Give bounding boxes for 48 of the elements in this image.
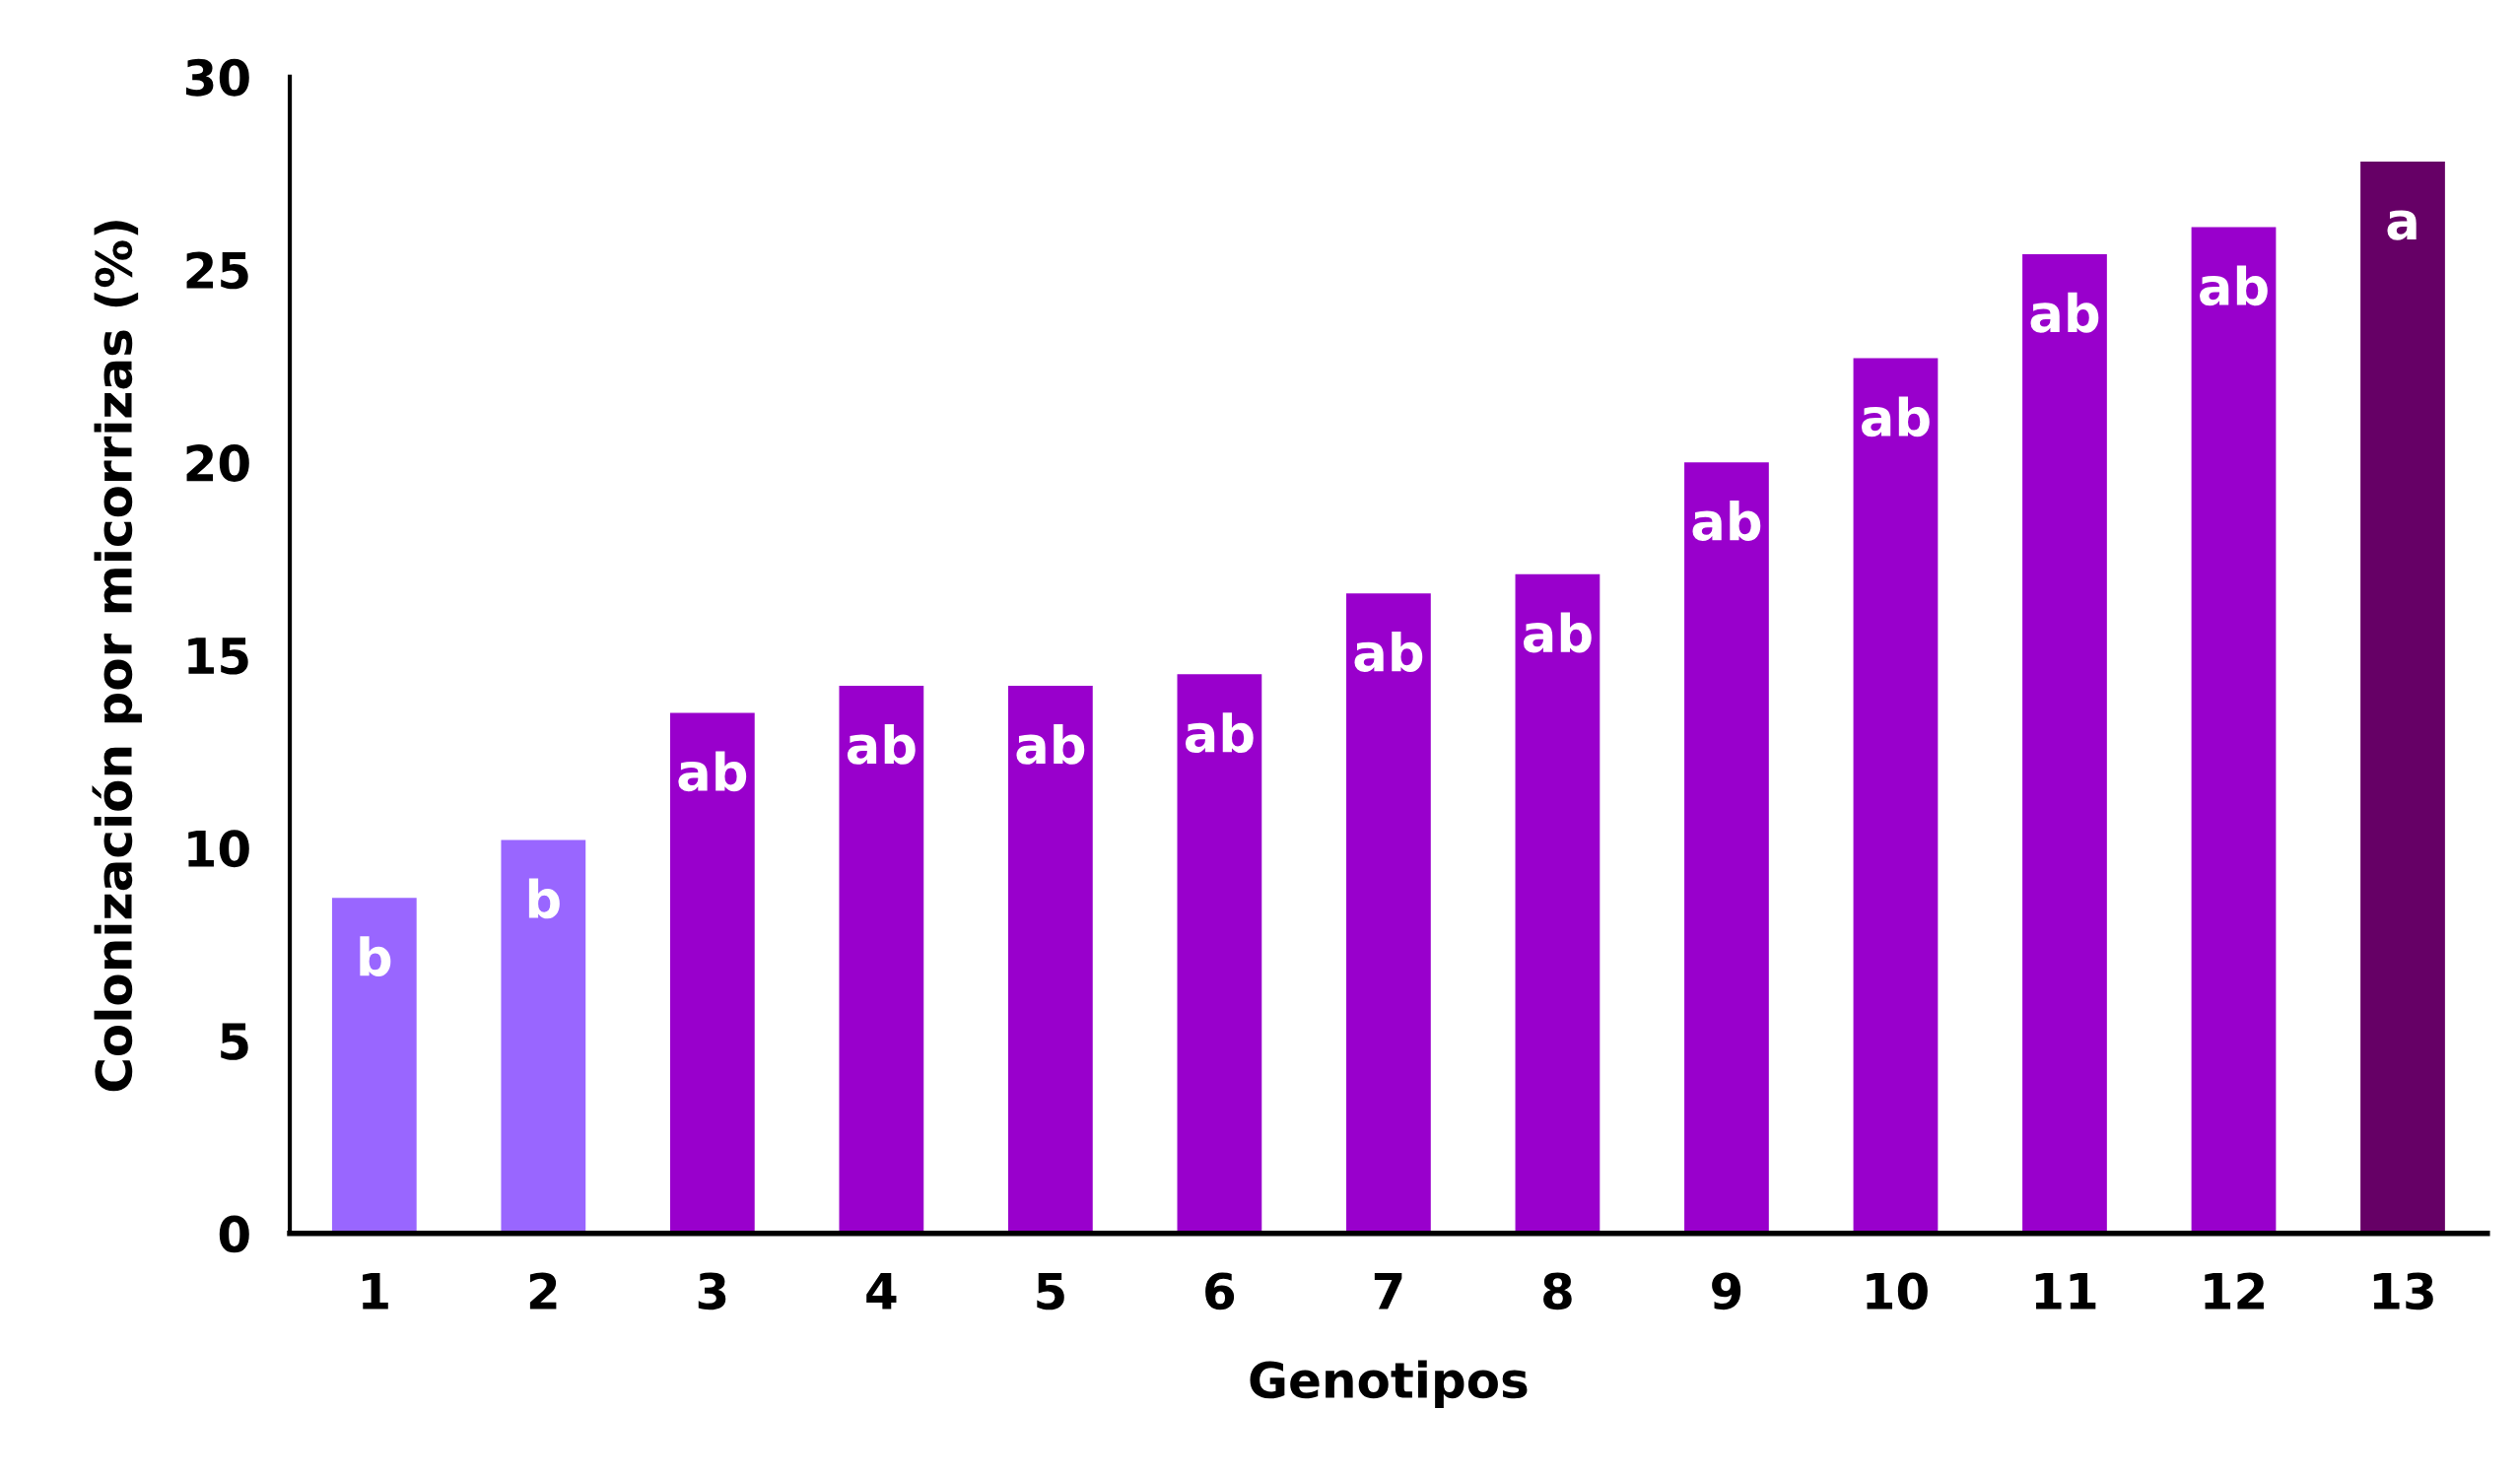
annotation: a (2387, 210, 2417, 240)
x-tick-label: 7 (1374, 1273, 1402, 1309)
x-tick-label: 11 (2035, 1273, 2096, 1309)
bar (2022, 253, 2107, 1234)
y-tick-label: 25 (186, 251, 248, 290)
x-tick-label: 4 (866, 1273, 897, 1309)
y-axis-title: Colonización por micorrizas (%) (92, 221, 142, 1092)
x-tick-label: 8 (1543, 1272, 1572, 1310)
annotation: ab (678, 751, 747, 792)
x-tick-label: 10 (1867, 1272, 1928, 1310)
bar (331, 898, 417, 1234)
bar (2191, 227, 2277, 1234)
y-tick-label: 0 (219, 1215, 249, 1253)
bar (839, 686, 924, 1234)
y-tick-label: 20 (186, 444, 249, 482)
y-tick-label: 10 (188, 830, 249, 868)
annotation: ab (1862, 396, 1930, 437)
x-tick-label: 2 (529, 1272, 557, 1309)
bar (1684, 462, 1769, 1234)
bar (1853, 358, 1939, 1234)
x-tick-label: 5 (1037, 1273, 1064, 1310)
x-tick-label: 12 (2205, 1272, 2264, 1309)
x-tick-label: 1 (363, 1273, 388, 1309)
annotation: b (360, 936, 391, 977)
annotation: ab (1523, 612, 1592, 653)
bar (2360, 162, 2445, 1234)
bar (501, 839, 586, 1234)
annotation: ab (1354, 632, 1423, 672)
y-tick-label: 5 (221, 1023, 248, 1060)
x-tick-label: 13 (2373, 1272, 2433, 1310)
annotation: ab (1016, 723, 1085, 765)
x-axis-title: Genotipos (1250, 1360, 1528, 1408)
annotation: ab (1692, 501, 1761, 541)
annotation: ab (2200, 265, 2268, 306)
bar (669, 712, 755, 1234)
annotation: ab (1185, 712, 1254, 754)
annotation: ab (847, 723, 916, 765)
annotation: b (528, 878, 560, 919)
y-tick-label: 30 (185, 58, 249, 97)
annotation: ab (2030, 292, 2099, 333)
bar (1177, 674, 1262, 1234)
x-tick-label: 9 (1712, 1272, 1741, 1310)
bar (1346, 593, 1431, 1234)
bar (1515, 573, 1601, 1234)
x-tick-label: 6 (1205, 1272, 1235, 1310)
x-tick-label: 3 (698, 1272, 726, 1310)
bar (1008, 686, 1093, 1234)
y-tick-label: 15 (188, 638, 248, 675)
